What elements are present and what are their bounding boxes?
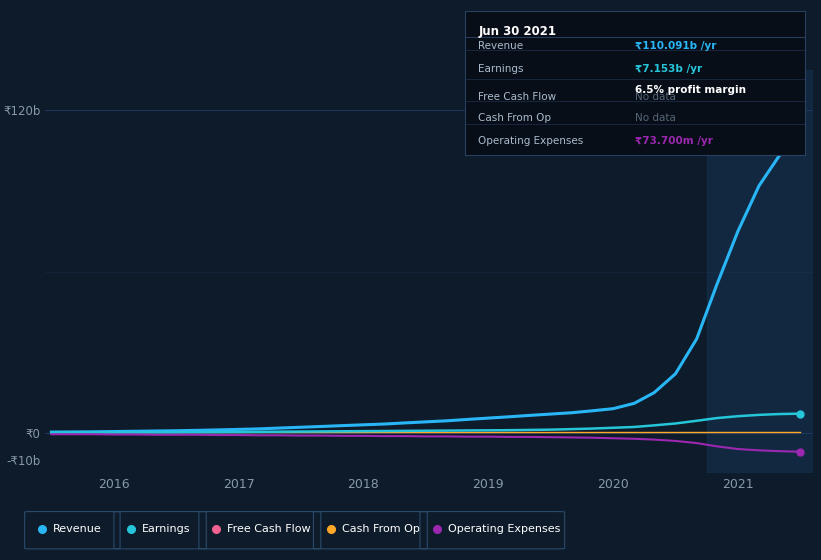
Text: 6.5% profit margin: 6.5% profit margin [635,85,745,95]
Text: Free Cash Flow: Free Cash Flow [479,91,557,101]
Text: ₹73.700m /yr: ₹73.700m /yr [635,136,713,146]
Text: Earnings: Earnings [479,64,524,74]
Text: No data: No data [635,91,676,101]
Text: Free Cash Flow: Free Cash Flow [227,524,311,534]
Text: Revenue: Revenue [53,524,102,534]
Text: Revenue: Revenue [479,41,524,51]
Text: Operating Expenses: Operating Expenses [448,524,561,534]
Bar [707,70,813,473]
Text: No data: No data [635,113,676,123]
Text: Earnings: Earnings [142,524,190,534]
Text: Operating Expenses: Operating Expenses [479,136,584,146]
Text: ₹110.091b /yr: ₹110.091b /yr [635,41,716,51]
Text: Cash From Op: Cash From Op [342,524,420,534]
Text: Cash From Op: Cash From Op [479,113,551,123]
Text: Jun 30 2021: Jun 30 2021 [479,25,557,38]
Text: ₹7.153b /yr: ₹7.153b /yr [635,64,702,74]
